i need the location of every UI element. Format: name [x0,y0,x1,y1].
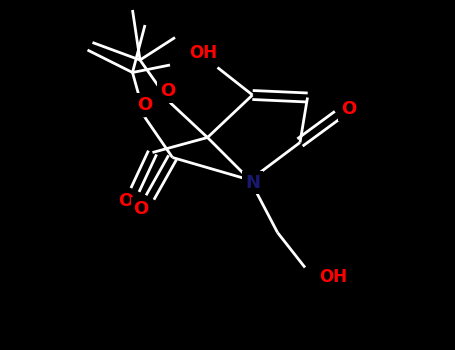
Text: O: O [341,100,356,118]
Text: N: N [245,174,260,191]
Text: O: O [118,192,134,210]
Text: OH: OH [319,267,347,286]
Text: O: O [137,96,152,114]
Text: O: O [133,199,149,217]
Text: O: O [160,83,175,100]
Text: OH: OH [189,43,217,62]
